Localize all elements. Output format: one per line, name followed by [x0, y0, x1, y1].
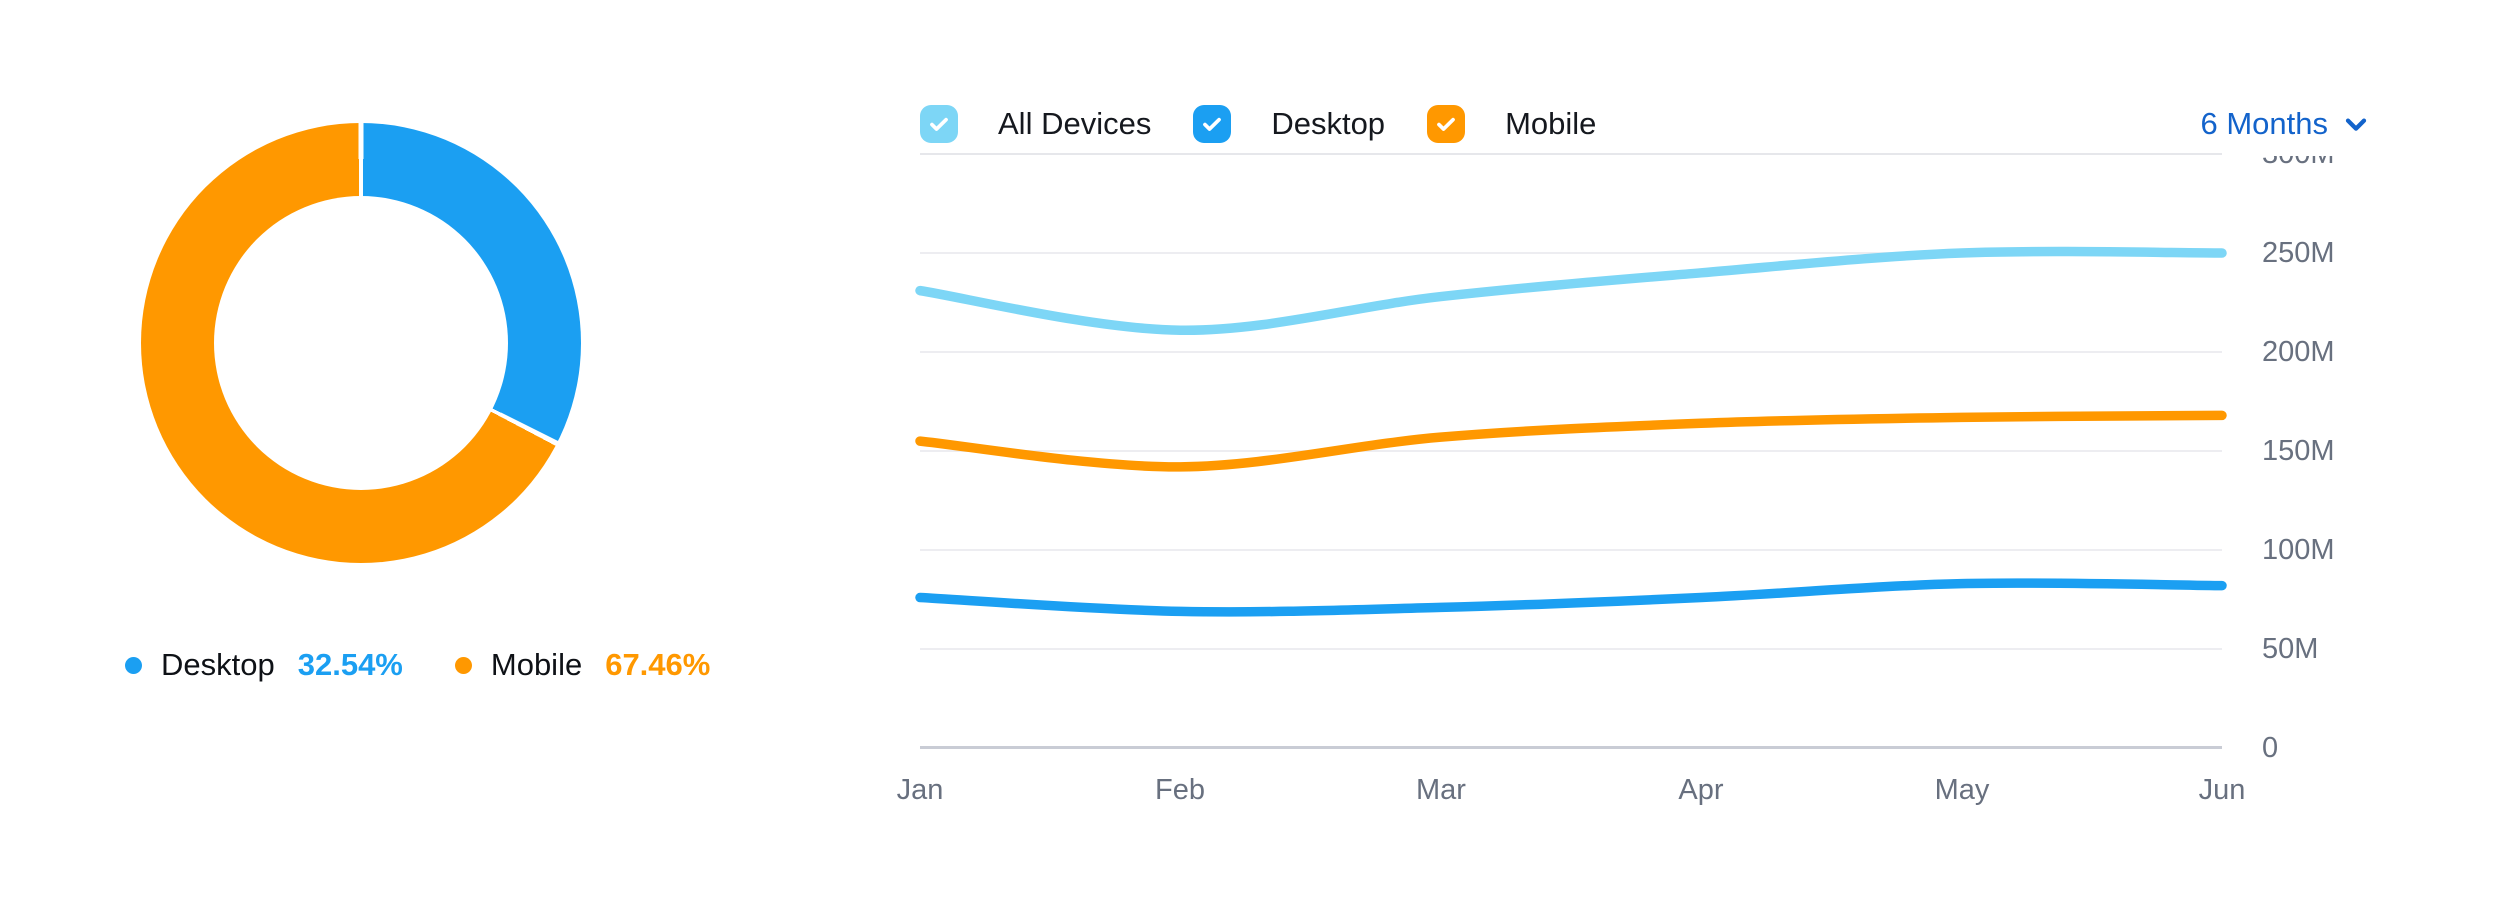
y-axis-label-200m: 200M: [2262, 336, 2335, 368]
line-series-desktop: [915, 578, 2227, 617]
x-axis-label-apr: Apr: [1678, 774, 1724, 806]
x-axis-label-may: May: [1934, 774, 1990, 806]
mobile-share-label: Mobile: [490, 647, 583, 682]
legend-label-mobile: Mobile: [1505, 106, 1597, 141]
x-axis-label-mar: Mar: [1416, 774, 1466, 806]
legend-label-desktop: Desktop: [1271, 106, 1386, 141]
device-share-donut-chart[interactable]: [141, 123, 581, 563]
line-series-mobile: [915, 410, 2227, 472]
line-series-all-devices: [915, 246, 2227, 335]
chevron-down-icon: [2345, 118, 2367, 131]
gridline-150m: [920, 450, 2222, 452]
y-axis-label-50m: 50M: [2262, 633, 2319, 665]
gridline-50m: [920, 648, 2222, 650]
all-devices-checkbox[interactable]: [920, 105, 958, 143]
y-axis-label-300m: 300M: [2262, 156, 2402, 172]
legend-toggle-mobile[interactable]: Mobile: [1427, 105, 1596, 143]
desktop-color-dot: [125, 656, 142, 674]
desktop-checkbox[interactable]: [1193, 105, 1232, 143]
x-axis-label-jan: Jan: [896, 774, 944, 806]
x-axis-label-jun: Jun: [2198, 774, 2246, 806]
y-axis-label-250m: 250M: [2262, 237, 2335, 269]
donut-legend-item-desktop: Desktop 32.54%: [125, 647, 403, 683]
check-icon: [1437, 117, 1455, 131]
gridline-250m: [920, 252, 2222, 254]
y-axis-label-100m: 100M: [2262, 534, 2335, 566]
donut-legend: Desktop 32.54% Mobile 67.46%: [125, 646, 710, 684]
legend-toggle-desktop[interactable]: Desktop: [1193, 105, 1385, 143]
period-selector-value: 6 Months: [2200, 106, 2328, 141]
gridline-200m: [920, 351, 2222, 353]
chart-legend: All Devices Desktop Mobile 6 Months: [920, 104, 2372, 144]
check-icon: [930, 117, 948, 131]
y-axis-label-150m: 150M: [2262, 435, 2335, 467]
x-axis-line: [920, 746, 2222, 749]
gridline-100m: [920, 549, 2222, 551]
mobile-share-value: 67.46%: [605, 647, 711, 682]
legend-toggle-all-devices[interactable]: All Devices: [920, 105, 1151, 143]
desktop-share-label: Desktop: [161, 647, 275, 682]
desktop-share-value: 32.54%: [297, 647, 403, 682]
donut-legend-item-mobile: Mobile 67.46%: [454, 647, 711, 683]
y-axis-label-0: 0: [2262, 732, 2279, 764]
mobile-color-dot: [454, 656, 472, 674]
check-icon: [1203, 117, 1222, 131]
donut-hole: [214, 196, 508, 490]
legend-divider: [920, 153, 2222, 155]
axis-labels: 300M 250M 200M 150M 100M 50M 0 Jan Feb M…: [820, 156, 2500, 915]
period-selector[interactable]: 6 Months: [2200, 106, 2372, 142]
mobile-checkbox[interactable]: [1427, 105, 1466, 143]
x-axis-label-feb: Feb: [1155, 774, 1205, 806]
traffic-trend-line-chart[interactable]: [915, 100, 2227, 760]
legend-label-all-devices: All Devices: [998, 106, 1152, 141]
